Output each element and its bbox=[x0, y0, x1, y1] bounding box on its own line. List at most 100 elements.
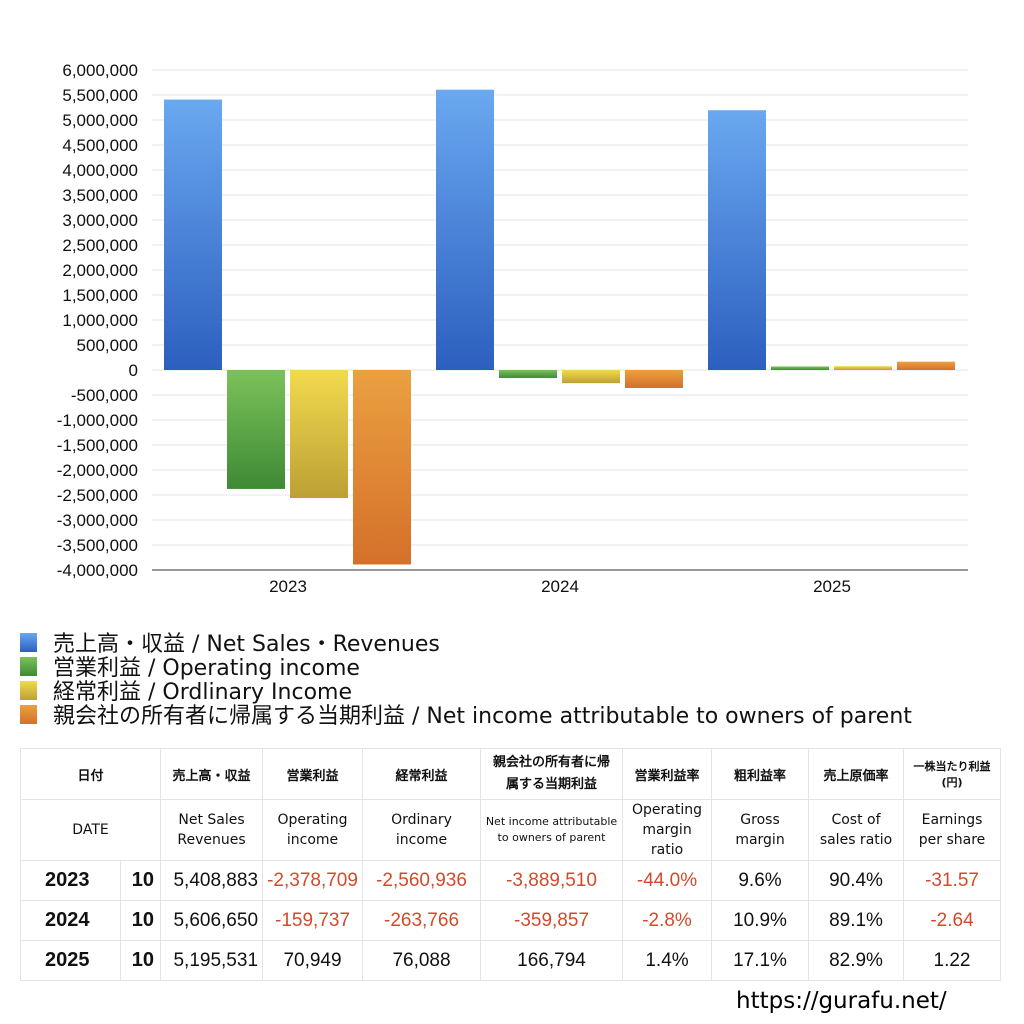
cell-net-sales: 5,606,650 bbox=[160, 900, 264, 941]
cell-cost-ratio: 90.4% bbox=[808, 860, 905, 901]
legend-item-ordinary-income: 経常利益 / Ordlinary Income bbox=[20, 678, 912, 705]
header-date-jp: 日付 bbox=[19, 748, 162, 800]
cell-year: 2025 bbox=[20, 940, 121, 981]
source-url[interactable]: https://gurafu.net/ bbox=[736, 988, 947, 1014]
y-tick-label: 1,500,000 bbox=[62, 286, 138, 305]
cell-gross-margin: 10.9% bbox=[711, 900, 810, 941]
legend-swatch-net-sales bbox=[20, 632, 37, 652]
cell-operating-income: -2,378,709 bbox=[262, 860, 364, 901]
y-tick-label: 3,000,000 bbox=[62, 211, 138, 230]
cell-net-sales: 5,195,531 bbox=[160, 940, 264, 981]
bar-net-income-2024 bbox=[625, 370, 683, 388]
y-tick-label: -2,500,000 bbox=[57, 486, 138, 505]
cell-cost-ratio: 89.1% bbox=[808, 900, 905, 941]
header-net-sales-jp: 売上高・収益 bbox=[160, 748, 264, 800]
bar-operating-income-2025 bbox=[771, 366, 829, 370]
legend-label: 経常利益 / Ordlinary Income bbox=[53, 680, 352, 705]
y-tick-label: 500,000 bbox=[77, 336, 138, 355]
legend: 売上高・収益 / Net Sales・Revenues 営業利益 / Opera… bbox=[20, 630, 912, 729]
y-tick-label: -1,000,000 bbox=[57, 411, 138, 430]
legend-item-net-income: 親会社の所有者に帰属する当期利益 / Net income attributab… bbox=[20, 702, 912, 729]
bar-net-sales-2025 bbox=[708, 110, 766, 370]
cell-operating-income: -159,737 bbox=[262, 900, 364, 941]
bar-net-income-2023 bbox=[353, 370, 411, 565]
cell-month: 10 bbox=[119, 900, 162, 941]
cell-net-income: -3,889,510 bbox=[480, 860, 624, 901]
header-ordinary-income-en: Ordinary income bbox=[362, 799, 482, 861]
header-eps-en: Earnings per share bbox=[903, 799, 1002, 861]
y-tick-label: 5,000,000 bbox=[62, 111, 138, 130]
bar-operating-income-2023 bbox=[227, 370, 285, 489]
legend-swatch-ordinary-income bbox=[20, 680, 37, 700]
x-tick-label: 2024 bbox=[541, 577, 579, 596]
cell-eps: -31.57 bbox=[903, 860, 1002, 901]
cell-operating-margin: 1.4% bbox=[622, 940, 713, 981]
header-operating-income-en: Operating income bbox=[262, 799, 364, 861]
legend-swatch-net-income bbox=[20, 704, 37, 724]
cell-gross-margin: 17.1% bbox=[711, 940, 810, 981]
header-net-sales-en: Net Sales Revenues bbox=[160, 799, 264, 861]
header-net-income-en: Net income attributable to owners of par… bbox=[480, 799, 624, 861]
cell-net-income: -359,857 bbox=[480, 900, 624, 941]
y-tick-label: -2,000,000 bbox=[57, 461, 138, 480]
bar-ordinary-income-2024 bbox=[562, 370, 620, 384]
cell-operating-margin: -2.8% bbox=[622, 900, 713, 941]
header-cost-ratio-en: Cost of sales ratio bbox=[808, 799, 905, 861]
bar-chart: 6,000,000 5,500,000 5,000,000 4,500,000 4,00… bbox=[57, 61, 968, 596]
cell-net-income: 166,794 bbox=[480, 940, 624, 981]
table-row: 2023 10 5,408,883 -2,378,709 -2,560,936 … bbox=[20, 860, 1002, 901]
header-eps-jp: 一株当たり利益 (円) bbox=[903, 748, 1002, 800]
bar-net-sales-2024 bbox=[436, 89, 494, 370]
cell-operating-margin: -44.0% bbox=[622, 860, 713, 901]
header-operating-income-jp: 営業利益 bbox=[262, 748, 364, 800]
y-tick-label: 0 bbox=[129, 361, 138, 380]
y-tick-label: 6,000,000 bbox=[62, 61, 138, 80]
legend-label: 売上高・収益 / Net Sales・Revenues bbox=[53, 632, 440, 657]
table-row: 2024 10 5,606,650 -159,737 -263,766 -359… bbox=[20, 900, 1002, 941]
legend-label: 営業利益 / Operating income bbox=[53, 656, 360, 681]
cell-gross-margin: 9.6% bbox=[711, 860, 810, 901]
bar-net-sales-2023 bbox=[164, 99, 222, 370]
y-tick-label: -4,000,000 bbox=[57, 561, 138, 580]
bar-operating-income-2024 bbox=[499, 370, 557, 378]
cell-cost-ratio: 82.9% bbox=[808, 940, 905, 981]
legend-item-operating-income: 営業利益 / Operating income bbox=[20, 654, 912, 681]
bar-net-income-2025 bbox=[897, 361, 955, 370]
y-tick-label: 2,000,000 bbox=[62, 261, 138, 280]
cell-year: 2024 bbox=[20, 900, 121, 941]
y-tick-label: 3,500,000 bbox=[62, 186, 138, 205]
x-tick-label: 2025 bbox=[813, 577, 851, 596]
header-gross-margin-en: Gross margin bbox=[711, 799, 810, 861]
x-tick-label: 2023 bbox=[269, 577, 307, 596]
cell-eps: -2.64 bbox=[903, 900, 1002, 941]
bar-ordinary-income-2025 bbox=[834, 366, 892, 370]
cell-month: 10 bbox=[119, 940, 162, 981]
cell-net-sales: 5,408,883 bbox=[160, 860, 264, 901]
cell-month: 10 bbox=[119, 860, 162, 901]
y-tick-label: -3,500,000 bbox=[57, 536, 138, 555]
y-tick-label: 4,500,000 bbox=[62, 136, 138, 155]
y-tick-label: 4,000,000 bbox=[62, 161, 138, 180]
legend-label: 親会社の所有者に帰属する当期利益 / Net income attributab… bbox=[53, 704, 912, 729]
cell-eps: 1.22 bbox=[903, 940, 1002, 981]
financial-table: 日付 売上高・収益 営業利益 経常利益 親会社の所有者に帰属する当期利益 営業利… bbox=[19, 748, 1002, 981]
cell-year: 2023 bbox=[20, 860, 121, 901]
header-net-income-jp: 親会社の所有者に帰属する当期利益 bbox=[480, 748, 624, 800]
y-tick-label: -500,000 bbox=[71, 386, 138, 405]
cell-operating-income: 70,949 bbox=[262, 940, 364, 981]
cell-ordinary-income: 76,088 bbox=[362, 940, 482, 981]
header-cost-ratio-jp: 売上原価率 bbox=[808, 748, 905, 800]
cell-ordinary-income: -263,766 bbox=[362, 900, 482, 941]
table-header-en: DATE Net Sales Revenues Operating income… bbox=[19, 799, 1002, 861]
y-tick-label: -3,000,000 bbox=[57, 511, 138, 530]
header-gross-margin-jp: 粗利益率 bbox=[711, 748, 810, 800]
y-tick-label: -1,500,000 bbox=[57, 436, 138, 455]
table-row: 2025 10 5,195,531 70,949 76,088 166,794 … bbox=[20, 940, 1002, 981]
y-tick-label: 2,500,000 bbox=[62, 236, 138, 255]
header-operating-margin-jp: 営業利益率 bbox=[622, 748, 713, 800]
bar-ordinary-income-2023 bbox=[290, 370, 348, 499]
legend-swatch-operating-income bbox=[20, 656, 37, 676]
header-operating-margin-en: Operating margin ratio bbox=[622, 799, 713, 861]
table-header-jp: 日付 売上高・収益 営業利益 経常利益 親会社の所有者に帰属する当期利益 営業利… bbox=[19, 748, 1002, 800]
header-date-en: DATE bbox=[19, 799, 162, 861]
